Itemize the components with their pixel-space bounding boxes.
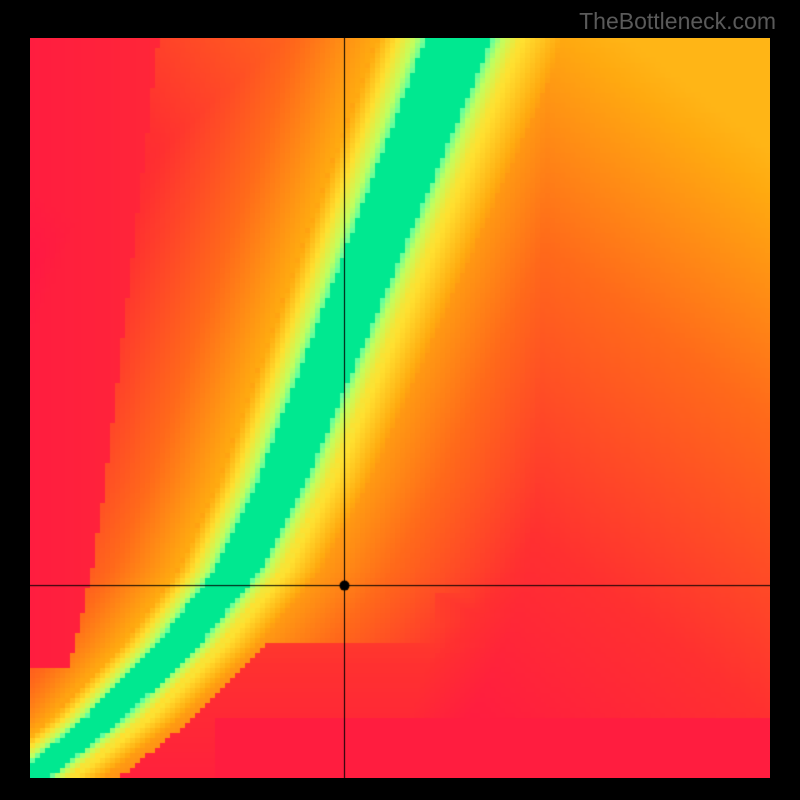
heatmap-plot — [30, 38, 770, 778]
chart-container: TheBottleneck.com — [0, 0, 800, 800]
heatmap-canvas — [30, 38, 770, 778]
watermark-text: TheBottleneck.com — [579, 8, 776, 35]
